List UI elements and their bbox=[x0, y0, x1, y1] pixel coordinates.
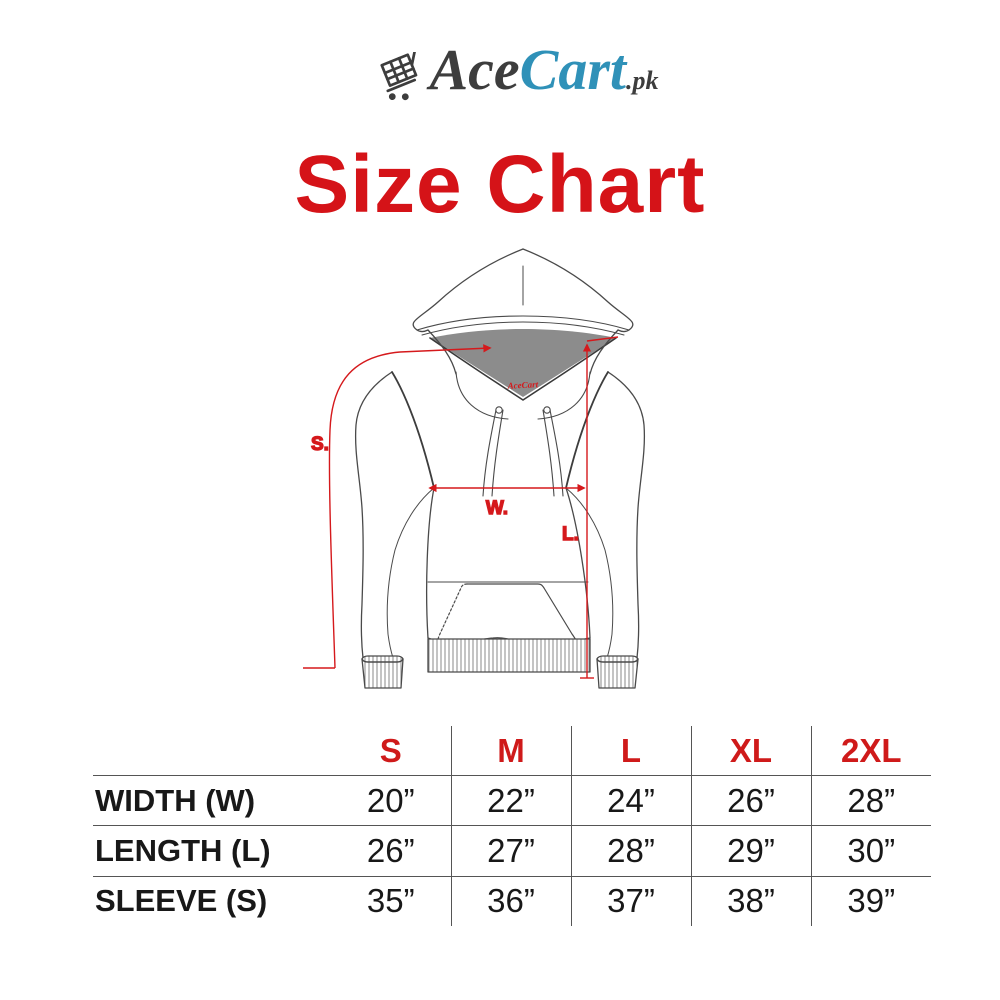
svg-text:AceCart: AceCart bbox=[506, 379, 538, 391]
svg-text:L.: L. bbox=[562, 524, 579, 545]
svg-text:W.: W. bbox=[486, 498, 508, 519]
svg-text:S.: S. bbox=[311, 434, 329, 455]
